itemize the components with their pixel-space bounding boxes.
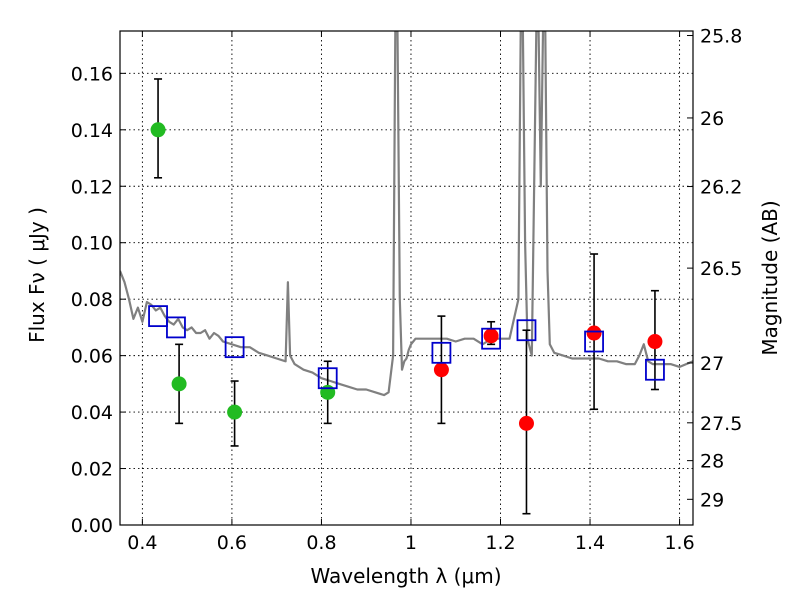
spectrum-line [120, 31, 693, 397]
data-point-marker [483, 328, 499, 344]
y2-axis-label: Magnitude (AB) [758, 200, 782, 355]
data-point-marker [647, 334, 663, 350]
y2-tick-label: 26.5 [700, 258, 742, 280]
y-tick-label: 0.06 [71, 346, 113, 368]
model-spectrum [120, 31, 693, 397]
x-tick-label: 0.8 [306, 532, 336, 554]
model-square-marker [224, 336, 245, 359]
x-tick-label: 0.6 [217, 532, 247, 554]
y-tick-label: 0.16 [71, 63, 113, 85]
data-point-marker [586, 325, 602, 341]
y-tick-label: 0.14 [71, 120, 113, 142]
data-point-marker [227, 404, 243, 420]
y-tick-label: 0.12 [71, 176, 113, 198]
model-square-marker [645, 358, 665, 381]
model-square-marker [148, 305, 168, 328]
x-tick-label: 1.4 [575, 532, 605, 554]
y2-tick-label: 25.8 [700, 26, 742, 48]
x-axis-label: Wavelength λ (μm) [310, 564, 501, 588]
plot-frame [119, 30, 694, 526]
data-point-marker [171, 376, 187, 392]
data-point-marker [320, 384, 336, 400]
data-points [148, 78, 665, 515]
model-square-marker [166, 316, 186, 339]
y-tick-label: 0.10 [71, 233, 113, 255]
y-axis-right: 25.8 26 26.2 26.5 27 27.5 28 29 [687, 26, 742, 511]
data-point-marker [433, 362, 449, 378]
x-tick-label: 1.2 [485, 532, 515, 554]
model-square-marker [584, 330, 604, 353]
grid [120, 31, 693, 526]
y-axis-label: Flux Fν ( μJy ) [25, 207, 49, 343]
y2-tick-label: 27 [700, 353, 724, 375]
y2-tick-label: 28 [700, 451, 724, 473]
y-tick-label: 0.02 [71, 459, 113, 481]
y2-tick-label: 26 [700, 108, 724, 130]
x-tick-label: 0.4 [127, 532, 157, 554]
x-axis: 0.4 0.6 0.8 1 1.2 1.4 1.6 [127, 31, 695, 554]
model-square-marker [516, 319, 537, 342]
y-tick-label: 0.04 [71, 402, 113, 424]
x-tick-label: 1.6 [664, 532, 694, 554]
model-square-marker [431, 341, 452, 364]
y-tick-label: 0.08 [71, 289, 113, 311]
data-point-marker [518, 415, 534, 431]
x-tick-label: 1 [405, 532, 417, 554]
y-tick-label: 0.00 [71, 515, 113, 537]
y2-tick-label: 27.5 [700, 413, 742, 435]
y-axis-left: 0.00 0.02 0.04 0.06 0.08 0.10 0.12 0.14 0.16 [71, 63, 126, 537]
model-square-marker [481, 327, 502, 350]
y2-tick-label: 26.2 [700, 177, 742, 199]
model-square-marker [317, 367, 338, 390]
y2-tick-label: 29 [700, 489, 724, 511]
data-point-marker [150, 122, 166, 138]
